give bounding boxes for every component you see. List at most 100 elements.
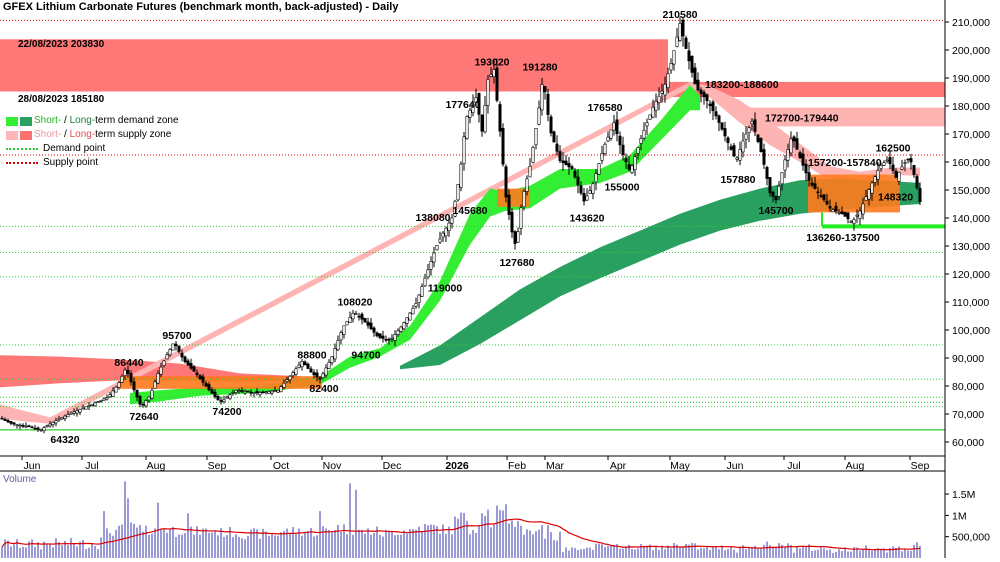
candle-body <box>798 152 802 159</box>
candle-body <box>864 196 868 201</box>
candle-body <box>660 90 664 94</box>
candle-body <box>402 322 406 330</box>
candle-body <box>258 392 262 396</box>
candle-body <box>723 128 727 137</box>
candle-body <box>627 164 631 170</box>
candle-body <box>444 227 448 237</box>
candle-body <box>420 286 424 297</box>
candle-body <box>576 176 580 186</box>
candle-body <box>306 363 310 369</box>
candle-body <box>900 166 904 170</box>
candle-body <box>756 134 760 142</box>
candle-body <box>399 326 403 332</box>
candle-body <box>636 147 640 154</box>
price-tick-label: 70,000 <box>952 409 984 421</box>
candle-body <box>33 427 37 430</box>
candle-body <box>747 127 751 133</box>
candle-body <box>0 417 4 420</box>
candle-body <box>168 349 172 356</box>
candle-body <box>213 391 217 397</box>
candle-body <box>732 145 736 157</box>
candle-body <box>417 294 421 303</box>
candle-body <box>582 193 586 202</box>
price-label: 138080 <box>415 212 450 224</box>
demand-point-line <box>6 148 38 150</box>
price-label: 176580 <box>587 102 622 114</box>
candle-body <box>876 170 880 180</box>
candle-body <box>282 382 286 388</box>
candle-body <box>111 390 115 397</box>
candle-body <box>321 373 325 379</box>
candle-body <box>453 200 457 217</box>
candle-body <box>231 392 235 394</box>
candle-body <box>210 389 214 394</box>
candle-body <box>480 114 484 132</box>
candle-body <box>138 396 142 405</box>
candle-body <box>696 79 700 91</box>
candle-body <box>234 389 238 393</box>
candle-body <box>390 337 394 340</box>
candle-body <box>366 321 370 326</box>
month-label: Mar <box>546 460 565 472</box>
candle-body <box>237 390 241 392</box>
price-tick-label: 140,000 <box>952 213 990 225</box>
candle-body <box>789 138 793 154</box>
candle-body <box>45 425 49 428</box>
volume-tick-label: 1.5M <box>952 489 975 501</box>
candle-body <box>501 127 505 165</box>
candle-body <box>135 389 139 398</box>
volume-tick-label: 500,000 <box>952 532 990 544</box>
price-label: 82400 <box>309 383 338 395</box>
candle-body <box>912 165 916 175</box>
legend-long-text: Long- <box>69 129 96 140</box>
candle-body <box>441 232 445 238</box>
supply-band <box>668 81 945 98</box>
price-label: 119000 <box>428 282 463 294</box>
legend-demand-point: Demand point <box>6 142 179 156</box>
long-supply-swatch <box>20 130 32 140</box>
candle-body <box>600 153 604 161</box>
candle-body <box>96 401 100 403</box>
candle-body <box>75 410 79 414</box>
candle-body <box>348 317 352 323</box>
candle-body <box>384 338 388 341</box>
price-tick-label: 200,000 <box>952 45 990 57</box>
overlap-zone <box>808 174 900 213</box>
supply-band <box>745 107 945 127</box>
price-tick-label: 90,000 <box>952 353 984 365</box>
candle-body <box>171 343 175 351</box>
candle-body <box>651 106 655 118</box>
candle-body <box>507 194 511 215</box>
candle-body <box>558 151 562 161</box>
candle-body <box>216 395 220 401</box>
candle-body <box>192 366 196 372</box>
price-tick-label: 100,000 <box>952 325 990 337</box>
candle-body <box>903 162 907 164</box>
candle-body <box>207 384 211 391</box>
candle-body <box>297 364 301 368</box>
candle-body <box>762 149 766 165</box>
overlap-zone <box>120 376 322 389</box>
candle-body <box>702 91 706 98</box>
candle-body <box>285 379 289 382</box>
long-demand-swatch <box>20 116 32 126</box>
candle-body <box>414 303 418 307</box>
candle-body <box>750 121 754 125</box>
candle-body <box>186 360 190 366</box>
candle-body <box>909 158 913 163</box>
candle-body <box>687 50 691 62</box>
price-label: 193020 <box>474 56 509 68</box>
candle-body <box>555 143 559 152</box>
candle-body <box>915 176 919 188</box>
candle-body <box>744 133 748 140</box>
candle-body <box>180 352 184 358</box>
candle-body <box>483 105 487 133</box>
legend-demand-point-label: Demand point <box>43 143 106 154</box>
candle-body <box>894 170 898 178</box>
volume-tick-label: 1M <box>952 510 967 522</box>
legend-sep: / <box>61 115 70 126</box>
candle-body <box>162 360 166 366</box>
candle-body <box>153 381 157 389</box>
price-label: 155000 <box>604 182 639 194</box>
candle-body <box>141 403 145 406</box>
